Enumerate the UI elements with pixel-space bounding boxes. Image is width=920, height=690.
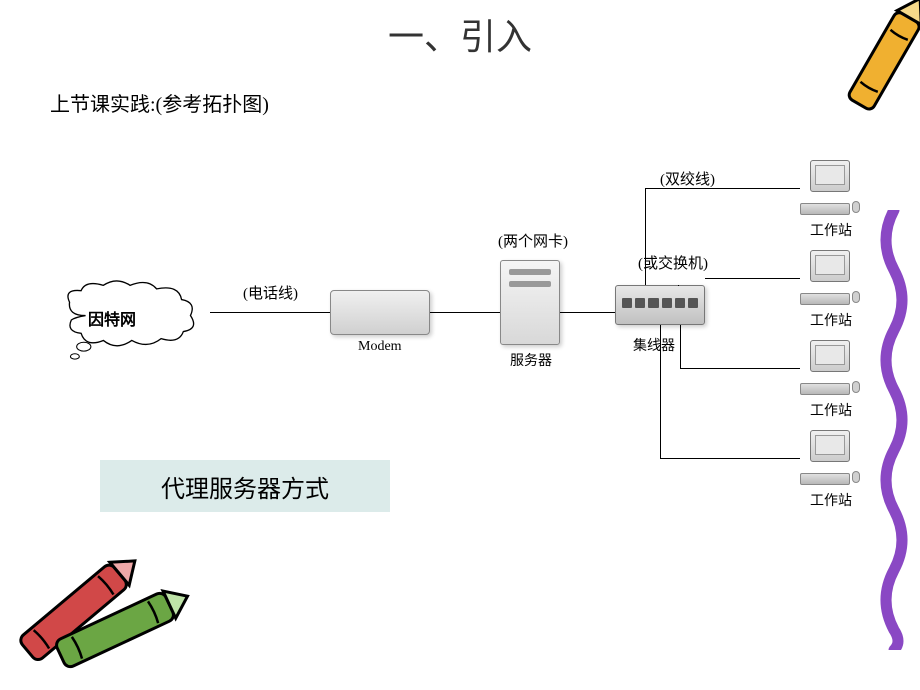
workstation-3 <box>800 340 860 395</box>
line-hub-ws1-v <box>645 188 646 285</box>
ws1-label: 工作站 <box>810 220 852 240</box>
line-hub-ws2-h <box>705 278 800 279</box>
crayon-yellow-icon <box>840 0 920 140</box>
ws4-label: 工作站 <box>810 490 852 510</box>
server-icon <box>500 260 560 345</box>
line-hub-ws2-v <box>678 285 679 286</box>
method-box: 代理服务器方式 <box>100 460 390 512</box>
line-hub-ws3-v <box>680 325 681 368</box>
phone-line-label: (电话线) <box>243 282 298 303</box>
line-hub-ws4-h <box>660 458 800 459</box>
line-server-hub <box>560 312 615 313</box>
page-title: 一、引入 <box>388 8 532 60</box>
workstation-1 <box>800 160 860 215</box>
hub-icon <box>615 285 705 325</box>
line-modem-server <box>430 312 500 313</box>
modem-icon <box>330 290 430 335</box>
workstation-2 <box>800 250 860 305</box>
server-label: 服务器 <box>510 350 552 370</box>
cloud-label: 因特网 <box>88 306 136 330</box>
crayon-green-icon <box>35 560 195 690</box>
line-hub-ws4-v <box>660 325 661 458</box>
line-hub-ws1-h <box>645 188 800 189</box>
page-subtitle: 上节课实践:(参考拓扑图) <box>50 88 269 117</box>
line-hub-ws3-h <box>680 368 800 369</box>
hub-label: 集线器 <box>633 335 675 355</box>
twisted-pair-label: (双绞线) <box>660 168 715 189</box>
workstation-4 <box>800 430 860 485</box>
ws2-label: 工作站 <box>810 310 852 330</box>
wavy-line-icon <box>874 210 914 650</box>
two-nic-label: (两个网卡) <box>498 230 568 251</box>
line-cloud-modem <box>210 312 330 313</box>
ws3-label: 工作站 <box>810 400 852 420</box>
switch-label: (或交换机) <box>638 252 708 273</box>
modem-label: Modem <box>358 339 402 355</box>
